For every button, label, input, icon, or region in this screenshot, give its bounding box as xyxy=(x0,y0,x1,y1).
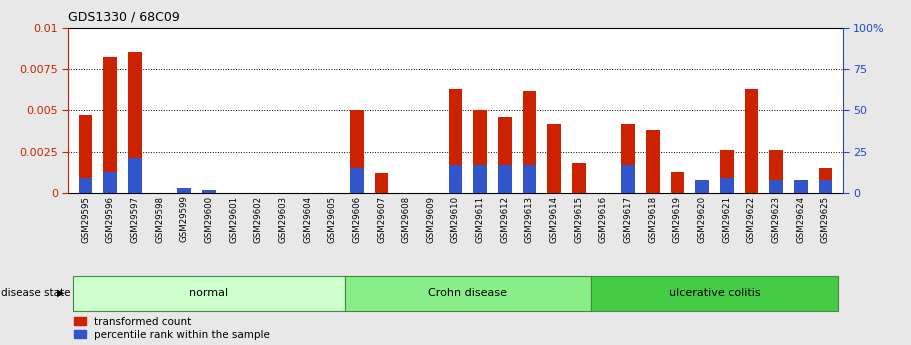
Bar xyxy=(73,276,344,310)
Bar xyxy=(769,180,783,193)
Text: GSM29608: GSM29608 xyxy=(402,196,411,243)
Text: GSM29610: GSM29610 xyxy=(451,196,460,243)
Bar xyxy=(474,110,487,193)
Text: GSM29618: GSM29618 xyxy=(649,196,658,243)
Bar xyxy=(128,158,142,193)
Text: normal: normal xyxy=(189,288,229,298)
Text: GSM29611: GSM29611 xyxy=(476,196,485,243)
Text: GSM29602: GSM29602 xyxy=(253,196,262,243)
Text: disease state: disease state xyxy=(1,288,70,298)
Text: GSM29623: GSM29623 xyxy=(772,196,781,243)
Text: GSM29600: GSM29600 xyxy=(204,196,213,243)
Bar xyxy=(794,180,807,193)
Bar xyxy=(621,124,635,193)
Bar xyxy=(350,110,363,193)
Bar xyxy=(621,165,635,193)
Text: GSM29599: GSM29599 xyxy=(179,196,189,243)
Bar xyxy=(178,188,191,193)
Legend: transformed count, percentile rank within the sample: transformed count, percentile rank withi… xyxy=(74,317,271,340)
Text: GDS1330 / 68C09: GDS1330 / 68C09 xyxy=(68,10,180,23)
Text: GSM29624: GSM29624 xyxy=(796,196,805,243)
Bar xyxy=(548,124,561,193)
Text: ▶: ▶ xyxy=(57,288,65,298)
Text: GSM29597: GSM29597 xyxy=(130,196,139,243)
Bar xyxy=(344,276,591,310)
Text: GSM29625: GSM29625 xyxy=(821,196,830,243)
Bar xyxy=(819,180,832,193)
Bar xyxy=(104,172,117,193)
Bar xyxy=(720,150,733,193)
Text: GSM29596: GSM29596 xyxy=(106,196,115,243)
Text: GSM29609: GSM29609 xyxy=(426,196,435,243)
Text: GSM29606: GSM29606 xyxy=(353,196,362,243)
Bar xyxy=(449,89,462,193)
Text: GSM29612: GSM29612 xyxy=(500,196,509,243)
Bar xyxy=(744,89,758,193)
Bar xyxy=(474,165,487,193)
Text: GSM29613: GSM29613 xyxy=(525,196,534,243)
Text: GSM29614: GSM29614 xyxy=(549,196,558,243)
Bar xyxy=(79,178,92,193)
Text: GSM29620: GSM29620 xyxy=(698,196,707,243)
Text: GSM29595: GSM29595 xyxy=(81,196,90,243)
Bar xyxy=(498,117,512,193)
Bar xyxy=(523,165,537,193)
Text: GSM29622: GSM29622 xyxy=(747,196,756,243)
Bar xyxy=(695,180,709,193)
Text: GSM29617: GSM29617 xyxy=(624,196,632,243)
Text: GSM29621: GSM29621 xyxy=(722,196,732,243)
Bar xyxy=(769,150,783,193)
Bar xyxy=(523,90,537,193)
Text: GSM29601: GSM29601 xyxy=(229,196,238,243)
Bar xyxy=(591,276,838,310)
Text: GSM29619: GSM29619 xyxy=(673,196,682,243)
Bar xyxy=(646,130,660,193)
Bar xyxy=(572,164,586,193)
Bar xyxy=(374,173,388,193)
Text: GSM29616: GSM29616 xyxy=(599,196,608,243)
Text: ulcerative colitis: ulcerative colitis xyxy=(669,288,761,298)
Bar xyxy=(104,57,117,193)
Bar xyxy=(720,178,733,193)
Text: GSM29607: GSM29607 xyxy=(377,196,386,243)
Text: Crohn disease: Crohn disease xyxy=(428,288,507,298)
Text: GSM29615: GSM29615 xyxy=(574,196,583,243)
Text: GSM29603: GSM29603 xyxy=(279,196,287,243)
Bar xyxy=(670,172,684,193)
Bar xyxy=(79,115,92,193)
Bar xyxy=(819,168,832,193)
Bar xyxy=(350,168,363,193)
Text: GSM29605: GSM29605 xyxy=(328,196,337,243)
Text: GSM29604: GSM29604 xyxy=(303,196,312,243)
Bar xyxy=(498,165,512,193)
Bar xyxy=(202,190,216,193)
Text: GSM29598: GSM29598 xyxy=(155,196,164,243)
Bar xyxy=(128,52,142,193)
Bar xyxy=(449,165,462,193)
